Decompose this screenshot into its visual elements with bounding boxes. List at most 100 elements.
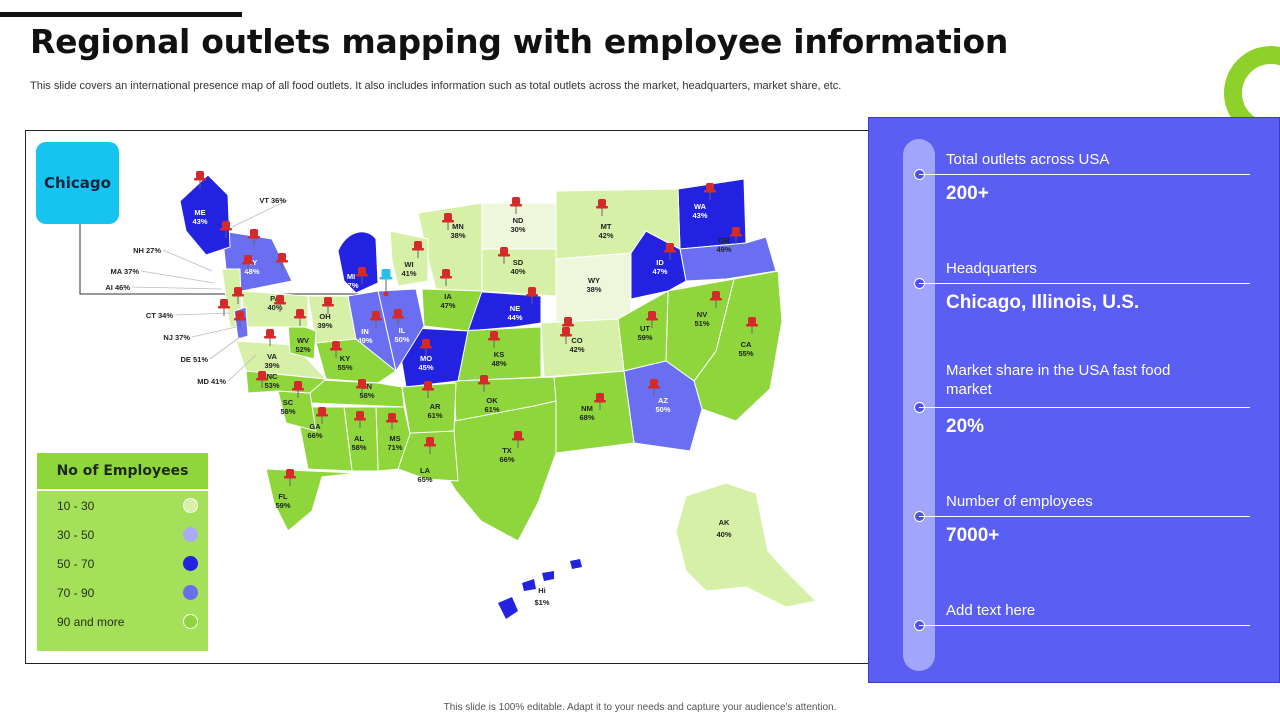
annotation-leader (162, 249, 213, 272)
state-label-code: MI (347, 272, 355, 281)
location-pin-icon (356, 379, 368, 396)
state-label-pct: 49% (357, 336, 372, 345)
info-label: Market share in the USA fast food market (946, 362, 1171, 398)
location-pin-icon (704, 183, 716, 200)
annotation-leader (140, 270, 215, 284)
state-label-code: IA (444, 292, 452, 301)
state-label-pct: 50% (394, 335, 409, 344)
state-label-pct: 65% (417, 475, 432, 484)
location-pin-icon (422, 381, 434, 398)
state-label-pct: 43% (192, 217, 207, 226)
legend-swatch (183, 556, 198, 571)
state-annotation: MD 41% (197, 377, 226, 386)
legend-swatch (183, 614, 198, 629)
state-ak (675, 482, 818, 608)
legend-swatch (183, 498, 198, 513)
state-label-pct: 66% (307, 431, 322, 440)
state-label-pct: 40% (510, 267, 525, 276)
map-frame: WA 43% OR 49% CA 55% NV 51% ID 47% MT 42% WY 38% UT 59%… (25, 130, 870, 664)
state-label-code: Hi (538, 586, 546, 595)
state-label-pct: 55% (337, 363, 352, 372)
state-annotation: CT 34% (146, 311, 173, 320)
location-pin-icon (370, 311, 382, 328)
legend-item-label: 30 - 50 (57, 527, 95, 542)
location-pin-icon (386, 413, 398, 430)
location-pin-icon (264, 329, 276, 346)
legend-swatch (183, 527, 198, 542)
state-label-pct: 51% (694, 319, 709, 328)
info-label: Headquarters (946, 260, 1037, 277)
state-label-code: WA (694, 202, 707, 211)
location-pin-icon (488, 331, 500, 348)
location-pin-icon (730, 227, 742, 244)
state-label-pct: 68% (579, 413, 594, 422)
state-label-pct: 47% (440, 301, 455, 310)
state-label-code: FL (278, 492, 288, 501)
state-label-code: ND (513, 216, 524, 225)
state-label-pct: 66% (499, 455, 514, 464)
entry-divider (919, 283, 1250, 284)
info-value: Chicago, Illinois, U.S. (946, 292, 1140, 313)
location-pin-icon (510, 197, 522, 214)
state-label-code: VA (267, 352, 277, 361)
state-label-code: MT (601, 222, 612, 231)
state-label-code: CO (571, 336, 582, 345)
info-value: 200+ (946, 183, 989, 204)
state-label-code: ME (194, 208, 205, 217)
state-label-pct: $1% (534, 598, 549, 607)
state-label-pct: 42% (598, 231, 613, 240)
state-label-pct: 50% (655, 405, 670, 414)
state-label-pct: 52% (295, 345, 310, 354)
usa-map: WA43%OR49%CA55%NV51%ID47%MT42%WY38%UT59%… (79, 171, 818, 619)
state-label-code: KY (340, 354, 350, 363)
state-label-pct: 61% (484, 405, 499, 414)
state-label-code: PA (270, 294, 280, 303)
legend-item: 30 - 50 (37, 520, 208, 549)
location-pin-icon (354, 411, 366, 428)
state-label-code: MO (420, 354, 432, 363)
top-accent-rule (0, 12, 242, 17)
state-label-code: CA (741, 340, 752, 349)
state-annotation: AI 46% (105, 283, 130, 292)
state-annotation: MA 37% (111, 267, 140, 276)
state-label-code: AR (430, 402, 441, 411)
annotation-leader (209, 336, 241, 360)
state-annotation: NJ 37% (163, 333, 190, 342)
location-pin-icon (560, 327, 572, 344)
state-label-code: NE (510, 304, 520, 313)
footer-note: This slide is 100% editable. Adapt it to… (443, 702, 837, 713)
location-pin-icon (526, 287, 538, 304)
location-pin-icon (440, 269, 452, 286)
state-label-code: MN (452, 222, 464, 231)
location-pin-icon (294, 309, 306, 326)
location-pin-icon (594, 393, 606, 410)
location-pin-icon (316, 407, 328, 424)
entry-divider (919, 516, 1250, 517)
state-label-code: AZ (658, 396, 668, 405)
legend-item: 10 - 30 (37, 491, 208, 520)
state-label-code: WI (404, 260, 413, 269)
location-pin-icon (330, 341, 342, 358)
state-label-pct: 53% (264, 381, 279, 390)
state-label-code: SC (283, 398, 294, 407)
entry-divider (919, 407, 1250, 408)
location-pin-icon (276, 253, 288, 270)
location-pin-icon (392, 309, 404, 326)
state-label-code: NM (581, 404, 593, 413)
location-pin-icon (442, 213, 454, 230)
state-annotation: VT 36% (259, 196, 286, 205)
location-pin-icon (284, 469, 296, 486)
state-label-pct: 58% (359, 391, 374, 400)
location-pin-icon (356, 267, 368, 284)
state-mi (337, 231, 379, 294)
location-pin-icon (232, 287, 244, 304)
state-label-pct: 39% (264, 361, 279, 370)
legend-item-label: 50 - 70 (57, 556, 95, 571)
location-pin-icon (420, 339, 432, 356)
location-pin-icon (648, 379, 660, 396)
state-label-code: OR (718, 236, 730, 245)
location-pin-icon (242, 255, 254, 272)
info-label: Number of employees (946, 493, 1093, 510)
state-label-code: LA (420, 466, 431, 475)
state-label-pct: 42% (569, 345, 584, 354)
